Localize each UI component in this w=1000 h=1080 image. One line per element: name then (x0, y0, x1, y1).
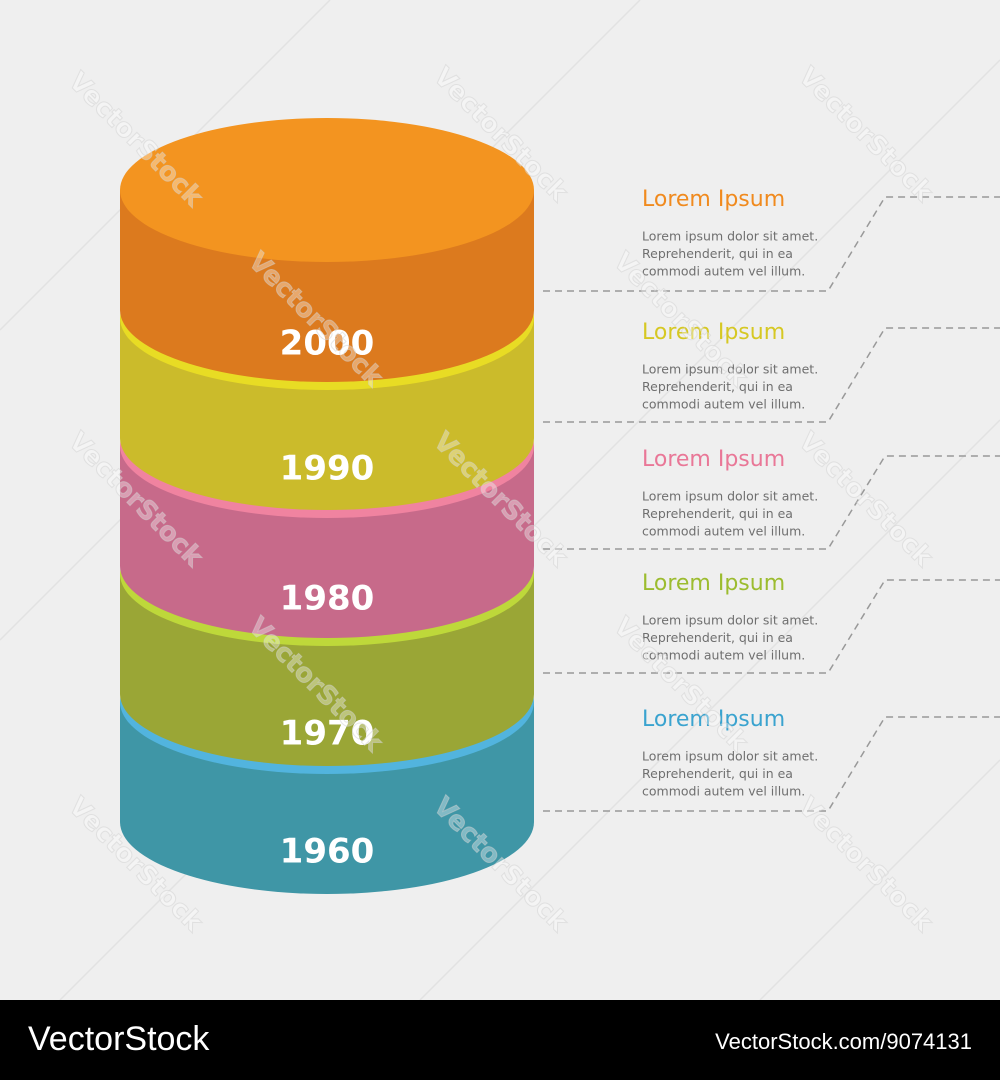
disk-top (120, 118, 534, 262)
layer-stack: 1960 1970 1980 1990 2000 Lorem Ipsum Lorem ips… (120, 118, 1000, 894)
item-title: Lorem Ipsum (642, 571, 785, 596)
connector-line (543, 579, 1000, 674)
year-label: 1990 (280, 449, 375, 489)
footer-brand: VectorStock (28, 1020, 210, 1058)
diagonal-line (419, 419, 1000, 1001)
item-text: Reprehenderit, qui in ea (642, 246, 793, 261)
item-text: Lorem ipsum dolor sit amet. (642, 362, 818, 377)
item-title: Lorem Ipsum (642, 707, 785, 732)
item-text: Lorem ipsum dolor sit amet. (642, 613, 818, 628)
item-title: Lorem Ipsum (642, 447, 785, 472)
item-text: commodi autem vel illum. (642, 784, 805, 799)
item-text: Reprehenderit, qui in ea (642, 766, 793, 781)
diagonal-line (759, 759, 1000, 1001)
item-text: commodi autem vel illum. (642, 264, 805, 279)
item-text: commodi autem vel illum. (642, 397, 805, 412)
item-text: Lorem ipsum dolor sit amet. (642, 749, 818, 764)
item-text: Lorem ipsum dolor sit amet. (642, 229, 818, 244)
connector-line (543, 455, 1000, 550)
item-text: commodi autem vel illum. (642, 524, 805, 539)
year-label: 1980 (280, 579, 375, 619)
year-label: 1960 (280, 832, 375, 872)
item-text: Lorem ipsum dolor sit amet. (642, 489, 818, 504)
connector-line (543, 716, 1000, 812)
year-label: 1970 (280, 714, 375, 754)
footer-bar (0, 1000, 1000, 1080)
item-title: Lorem Ipsum (642, 320, 785, 345)
item-text: Reprehenderit, qui in ea (642, 506, 793, 521)
footer-id: VectorStock.com/9074131 (715, 1029, 972, 1054)
connector-line (543, 196, 1000, 292)
item-text: Reprehenderit, qui in ea (642, 630, 793, 645)
item-text: commodi autem vel illum. (642, 648, 805, 663)
item-text: Reprehenderit, qui in ea (642, 379, 793, 394)
connector-line (543, 327, 1000, 423)
item-title: Lorem Ipsum (642, 187, 785, 212)
year-label: 2000 (280, 324, 375, 364)
